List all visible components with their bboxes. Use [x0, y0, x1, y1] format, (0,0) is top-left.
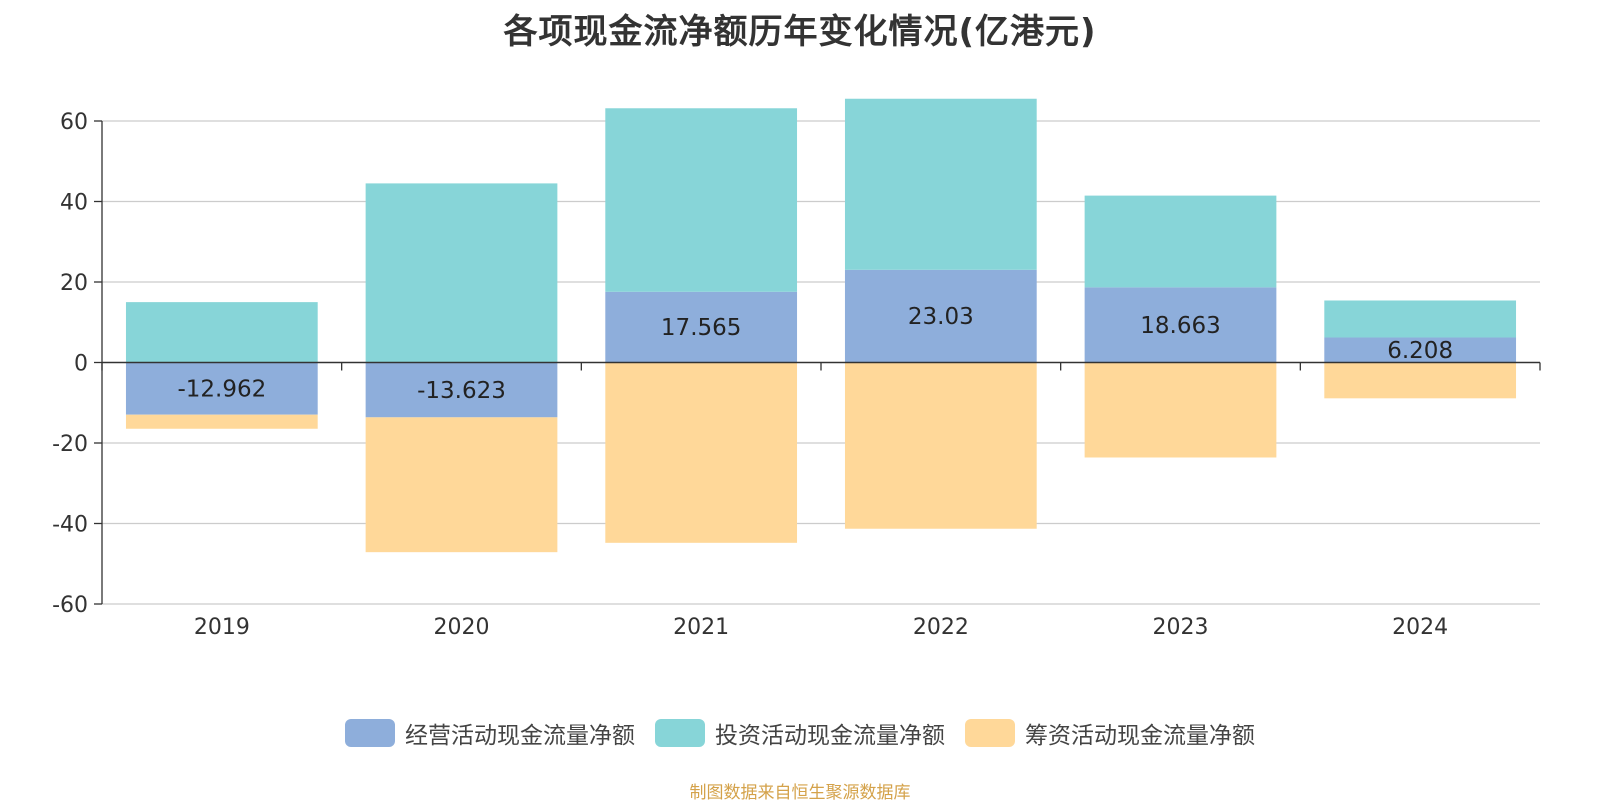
- bar-financing-2024: [1324, 362, 1517, 399]
- legend-label-operating: 经营活动现金流量净额: [405, 723, 635, 749]
- y-tick-label: 40: [60, 191, 88, 216]
- data-label-operating-2021: 17.565: [661, 315, 741, 341]
- legend: 经营活动现金流量净额 投资活动现金流量净额 筹资活动现金流量净额: [0, 716, 1600, 750]
- label-layer: -12.962 -13.623 17.565 23.03 18.663 6.208: [177, 304, 1453, 404]
- legend-swatch-investing: [655, 719, 705, 747]
- bar-investing-2023: [1084, 195, 1277, 288]
- legend-label-financing: 筹资活动现金流量净额: [1025, 723, 1255, 749]
- legend-item-operating[interactable]: 经营活动现金流量净额: [345, 716, 635, 750]
- bar-financing-2022: [844, 362, 1037, 529]
- bar-investing-2021: [605, 108, 798, 292]
- bar-financing-2019: [125, 414, 318, 429]
- bar-investing-2022: [844, 98, 1037, 270]
- x-tick-label: 2021: [673, 615, 729, 640]
- source-note: 制图数据来自恒生聚源数据库: [689, 783, 911, 803]
- x-tick-label: 2024: [1392, 615, 1448, 640]
- y-tick-label: -40: [52, 513, 88, 538]
- y-tick-label: -60: [52, 593, 88, 618]
- y-tick-label: 60: [60, 110, 88, 135]
- y-tick-label: -20: [52, 432, 88, 457]
- data-label-operating-2019: -12.962: [177, 377, 266, 403]
- y-tick-label: 20: [60, 271, 88, 296]
- bar-layer: [125, 98, 1517, 553]
- bar-financing-2020: [365, 417, 558, 553]
- bar-operating-2019: [125, 362, 318, 415]
- bar-operating-2022: [844, 269, 1037, 363]
- grid-layer: [102, 120, 1540, 605]
- bar-investing-2019: [125, 302, 318, 363]
- bar-investing-2020: [365, 183, 558, 363]
- bar-operating-2021: [605, 291, 798, 363]
- data-label-operating-2020: -13.623: [417, 378, 506, 404]
- y-tick-label: 0: [74, 352, 88, 377]
- bar-financing-2021: [605, 362, 798, 543]
- legend-label-investing: 投资活动现金流量净额: [715, 723, 945, 749]
- x-tick-label: 2020: [434, 615, 490, 640]
- x-tick-label: 2019: [194, 615, 250, 640]
- axis-layer: 60 40 20 0 -20 -40 -60 2019 2020 2021 2022 2023 2024: [52, 110, 1541, 640]
- bar-operating-2020: [365, 362, 558, 418]
- bar-financing-2023: [1084, 362, 1277, 458]
- data-label-operating-2023: 18.663: [1140, 313, 1220, 339]
- data-label-operating-2022: 23.03: [908, 304, 974, 330]
- legend-swatch-financing: [965, 719, 1015, 747]
- x-tick-label: 2022: [913, 615, 969, 640]
- bar-investing-2024: [1324, 300, 1517, 338]
- legend-item-investing[interactable]: 投资活动现金流量净额: [655, 716, 945, 750]
- bar-operating-2024: [1324, 337, 1517, 363]
- chart-title: 各项现金流净额历年变化情况(亿港元): [503, 12, 1097, 52]
- x-tick-label: 2023: [1153, 615, 1209, 640]
- legend-swatch-operating: [345, 719, 395, 747]
- bar-operating-2023: [1084, 287, 1277, 363]
- legend-item-financing[interactable]: 筹资活动现金流量净额: [965, 716, 1255, 750]
- data-label-operating-2024: 6.208: [1387, 338, 1453, 364]
